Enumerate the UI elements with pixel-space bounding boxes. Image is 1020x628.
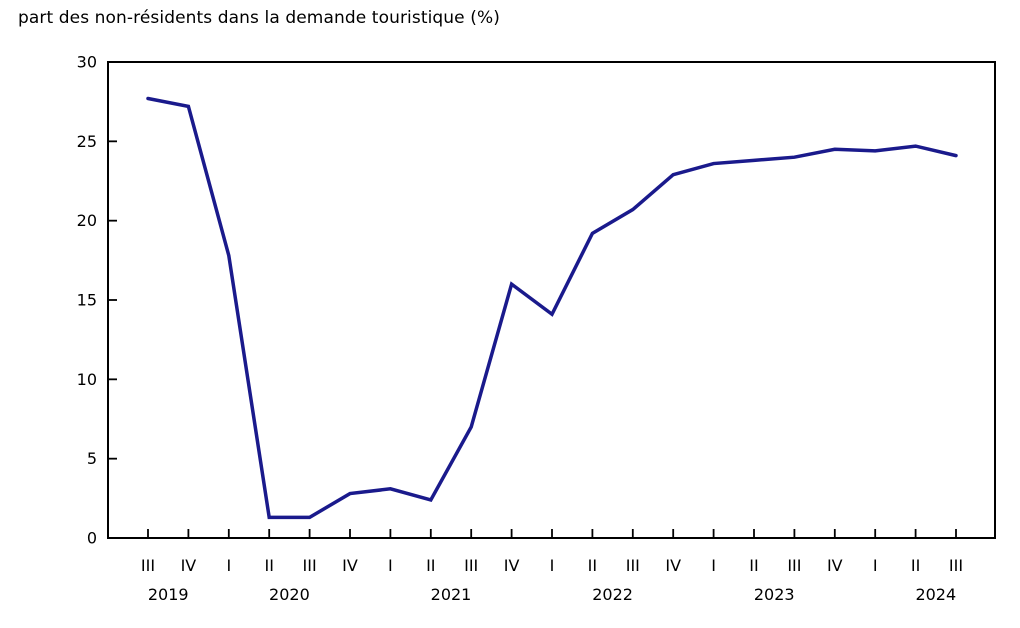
x-tick-label: I [873, 556, 878, 575]
x-tick-label: III [626, 556, 640, 575]
y-tick-label: 10 [77, 370, 97, 389]
x-tick-label: III [141, 556, 155, 575]
y-tick-label: 20 [77, 211, 97, 230]
plot-border [107, 61, 996, 539]
x-tick-label: III [303, 556, 317, 575]
y-tick-label: 5 [87, 449, 97, 468]
x-tick-label: IV [342, 556, 358, 575]
year-label: 2019 [148, 585, 189, 604]
y-tick-label: 15 [77, 291, 97, 310]
x-tick-label: I [550, 556, 555, 575]
year-label: 2022 [592, 585, 633, 604]
year-label: 2024 [915, 585, 956, 604]
x-tick-label: II [749, 556, 758, 575]
year-label: 2023 [754, 585, 795, 604]
y-tick-label: 0 [87, 529, 97, 548]
x-tick-label: III [464, 556, 478, 575]
x-tick-label: III [949, 556, 963, 575]
year-label: 2021 [431, 585, 472, 604]
x-tick-label: IV [181, 556, 197, 575]
y-tick-label: 30 [77, 53, 97, 72]
chart-title: part des non-résidents dans la demande t… [18, 8, 500, 28]
data-line [146, 96, 958, 520]
x-tick-label: II [588, 556, 597, 575]
x-tick-label: II [264, 556, 273, 575]
x-tick-label: IV [827, 556, 843, 575]
x-tick-label: II [426, 556, 435, 575]
x-tick-label: IV [665, 556, 681, 575]
x-tick-label: I [226, 556, 231, 575]
x-tick-label: I [711, 556, 716, 575]
year-label: 2020 [269, 585, 310, 604]
x-tick-label: II [911, 556, 920, 575]
y-tick-label: 25 [77, 132, 97, 151]
x-tick-label: IV [504, 556, 520, 575]
x-tick-label: I [388, 556, 393, 575]
x-tick-label: III [787, 556, 801, 575]
